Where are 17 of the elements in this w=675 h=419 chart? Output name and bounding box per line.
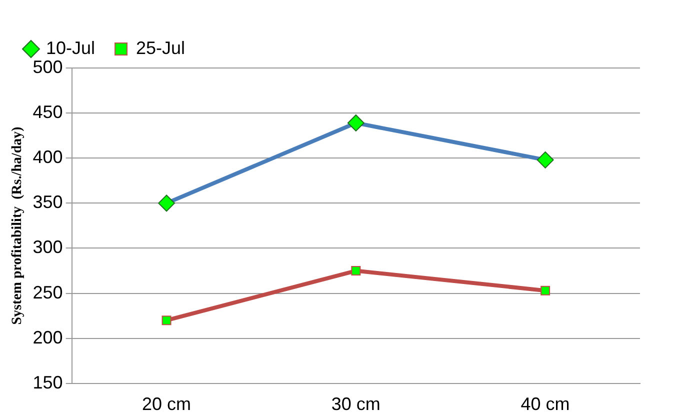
y-tick-label: 250 (32, 282, 63, 302)
y-axis-title: System profitability (Rs./ha/day) (10, 126, 26, 325)
point (162, 316, 172, 326)
legend-label: 10-Jul (46, 38, 96, 58)
x-tick-label: 20 cm (142, 394, 192, 414)
x-tick-label: 30 cm (331, 394, 380, 414)
x-tick-label: 40 cm (520, 394, 570, 414)
y-tick-label: 400 (32, 147, 63, 168)
legend-label: 25-Jul (136, 38, 186, 58)
y-tick-label: 450 (32, 102, 63, 122)
y-tick-label: 500 (32, 56, 63, 77)
y-tick-label: 300 (32, 237, 63, 258)
y-tick-label: 150 (32, 372, 63, 392)
y-tick-label: 350 (32, 192, 63, 212)
y-tick-label: 200 (32, 327, 63, 348)
point (351, 266, 361, 276)
point (540, 286, 550, 296)
